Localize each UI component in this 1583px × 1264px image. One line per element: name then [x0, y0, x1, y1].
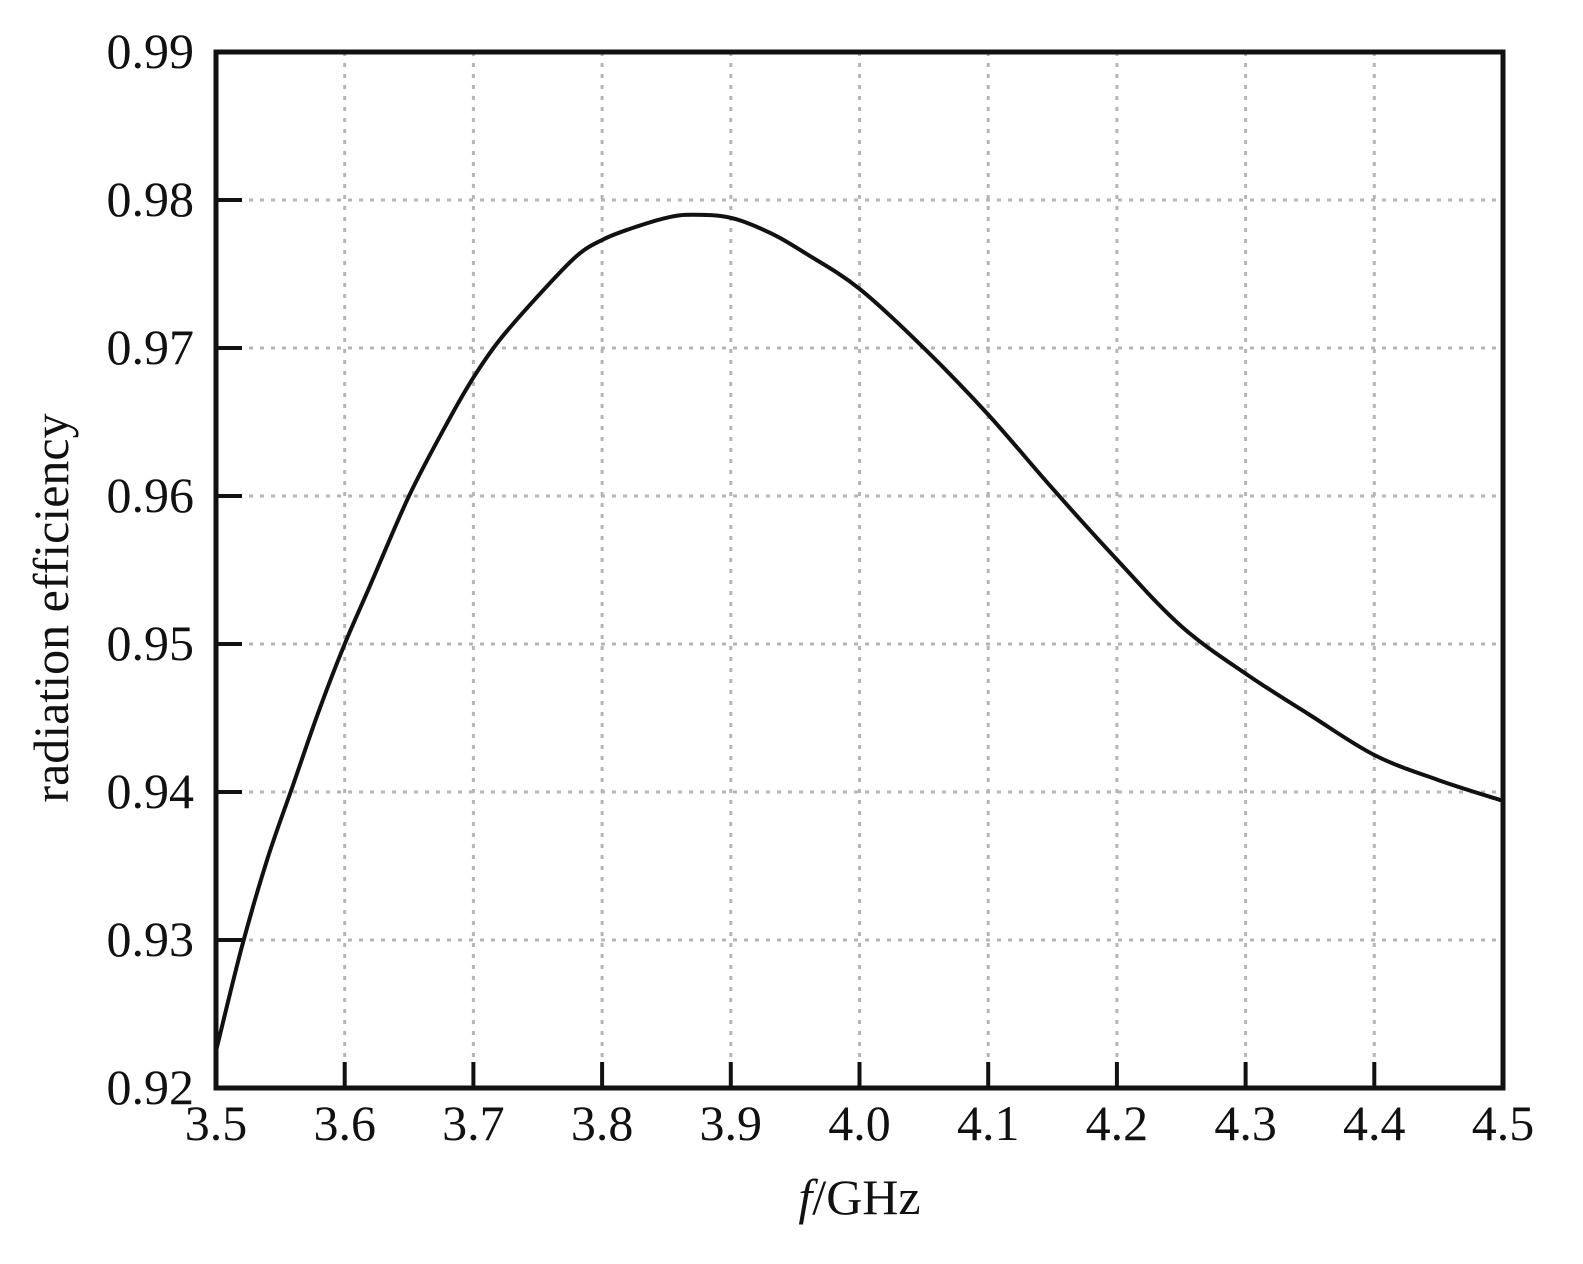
y-tick-label: 0.95 [107, 615, 195, 671]
x-tick-label: 4.4 [1343, 1095, 1406, 1151]
y-tick-labels: 0.92 0.93 0.94 0.95 0.96 0.97 0.98 0.99 [107, 23, 195, 1115]
x-axis-label-unit: /GHz [812, 1169, 920, 1225]
y-tick-label: 0.98 [107, 171, 195, 227]
axis-ticks [216, 198, 1377, 1088]
y-tick-label: 0.93 [107, 911, 195, 967]
x-tick-label: 3.6 [313, 1095, 376, 1151]
x-tick-label: 3.7 [442, 1095, 505, 1151]
x-tick-label: 3.9 [700, 1095, 763, 1151]
y-axis-label: radiation efficiency [23, 413, 79, 802]
x-tick-label: 4.2 [1086, 1095, 1149, 1151]
x-tick-label: 3.5 [185, 1095, 248, 1151]
y-tick-label: 0.97 [107, 319, 195, 375]
x-tick-label: 4.0 [828, 1095, 891, 1151]
series-line-radiation-efficiency [214, 212, 1505, 1053]
grid-lines [216, 52, 1503, 1088]
x-axis-label: f/GHz [798, 1169, 920, 1225]
x-tick-label: 4.5 [1472, 1095, 1535, 1151]
y-tick-label: 0.94 [107, 763, 195, 819]
y-tick-label: 0.92 [107, 1059, 195, 1115]
x-tick-labels: 3.5 3.6 3.7 3.8 3.9 4.0 4.1 4.2 4.3 4.4 4.5 [185, 1095, 1535, 1151]
x-tick-label: 4.3 [1214, 1095, 1277, 1151]
y-tick-label: 0.99 [107, 23, 195, 79]
x-tick-label: 4.1 [957, 1095, 1020, 1151]
y-tick-label: 0.96 [107, 467, 195, 523]
x-tick-label: 3.8 [571, 1095, 634, 1151]
